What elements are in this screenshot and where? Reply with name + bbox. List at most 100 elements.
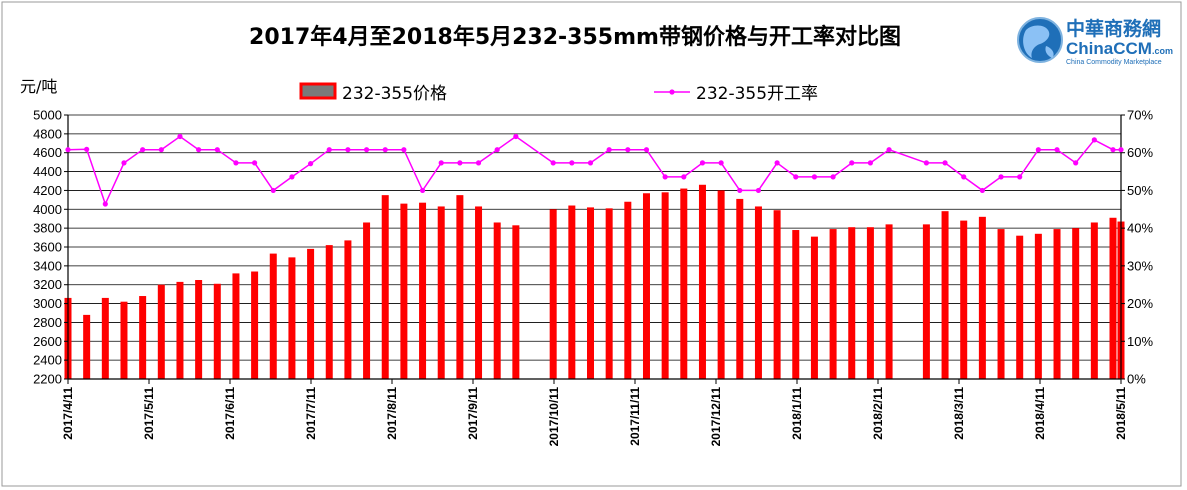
y-left-tick-label: 4400 [33,164,62,179]
x-tick-label: 2018/3/11 [952,387,966,440]
rate-point [140,147,146,153]
rate-point [550,160,556,166]
y-left-tick-label: 5000 [33,108,62,123]
rate-point [158,147,164,153]
x-tick-label: 2017/6/11 [223,387,237,440]
price-bar [922,224,930,379]
price-bar [232,273,240,379]
rate-point [662,174,668,180]
price-bar [754,206,762,379]
rate-point [625,147,631,153]
price-bar [941,211,949,379]
logo-name-cn: 中華商務網 [1066,17,1161,40]
rate-point [681,174,687,180]
y-left-tick-label: 4000 [33,202,62,217]
rate-point [755,187,762,194]
y-right-tick-label: 30% [1127,258,1153,273]
rate-point [737,187,743,194]
x-tick-label: 2018/2/11 [871,387,885,440]
rate-point [307,161,314,167]
rate-point [643,147,650,153]
x-tick-label: 2018/1/11 [790,387,804,440]
legend-label-price: 232-355价格 [342,84,447,104]
rate-point [177,133,183,140]
price-bar [978,216,986,379]
rate-point [699,160,706,166]
logo-name-en-main: ChinaCCM [1066,39,1152,58]
x-tick-label: 2017/12/11 [709,387,723,447]
y-left-tick-label: 2400 [33,353,62,368]
x-tick-label: 2017/4/11 [61,387,75,440]
x-tick-label: 2018/5/11 [1114,387,1128,440]
price-bar [624,201,632,379]
price-bar [437,206,445,379]
y-left-tick-label: 4600 [33,145,62,160]
rate-point [1017,174,1023,180]
chart-title: 2017年4月至2018年5月232-355mm带钢价格与开工率对比图 [249,24,901,50]
legend-marker-rate [669,89,675,95]
price-bar [307,248,315,379]
rate-point [1091,137,1097,143]
x-tick-label: 2017/11/11 [628,387,642,446]
rate-point [102,201,108,207]
price-bar [493,222,501,379]
chinaccm-logo: 中華商務網 ChinaCCM.com China Commodity Marke… [1017,17,1173,66]
rate-point [961,174,967,180]
y-left-tick-label: 2800 [33,315,62,330]
rate-point [979,187,985,194]
rate-line [65,133,1124,207]
rate-point [849,160,855,166]
y-left-tick-labels: 2200 2400 2600 2800 3000 3200 3400 3600 3800 4000… [33,108,62,387]
axes [64,114,1125,384]
rate-point [289,174,295,180]
rate-point [457,160,463,166]
price-bar [1053,229,1061,379]
rate-point [270,187,276,194]
price-bar [736,198,744,379]
x-tick-label: 2017/9/11 [466,387,480,440]
price-bar [363,222,371,379]
price-bar [997,229,1005,379]
rate-point [867,160,874,166]
price-bar [829,229,837,379]
y-right-tick-label: 60% [1127,145,1153,160]
y-right-tick-labels: 0% 10% 20% 30% 40% 50% 60% 70% [1127,108,1153,387]
rate-point [438,160,444,166]
rate-point [998,174,1004,180]
y-left-tick-label: 3200 [33,277,62,292]
y-right-tick-label: 40% [1127,221,1153,236]
y-right-tick-label: 20% [1127,296,1153,311]
y-right-tick-label: 0% [1127,372,1146,387]
rate-point [569,160,575,166]
legend-label-rate: 232-355开工率 [696,84,818,104]
price-bar [344,240,352,379]
legend-item-price: 232-355价格 [299,82,447,104]
y-right-tick-label: 70% [1127,108,1153,123]
rate-point [84,146,90,152]
y-left-tick-label: 4800 [33,126,62,141]
rate-point [1110,147,1116,153]
rate-point [587,160,594,166]
price-bar [213,283,221,379]
price-bar [325,245,333,379]
rate-point [252,160,258,166]
y-right-tick-label: 50% [1127,183,1153,198]
rate-point [1118,147,1124,153]
price-bar [288,257,296,379]
price-bar [176,281,184,379]
y-left-tick-label: 2600 [33,334,62,349]
x-tick-label: 2017/5/11 [142,387,156,440]
x-tick-labels: 2017/4/11 2017/5/11 2017/6/11 2017/7/11 2017… [61,387,1128,447]
y-left-unit: 元/吨 [20,77,57,96]
rate-point [923,160,929,166]
legend-item-rate: 232-355开工率 [654,84,818,104]
price-bar [661,192,669,379]
logo-domain-suffix: .com [1152,46,1173,56]
rate-point [606,147,612,153]
rate-point [793,174,799,180]
price-bar [120,301,128,379]
rate-point [1054,147,1060,153]
logo-tagline: China Commodity Marketplace [1066,59,1162,66]
price-bar [157,284,165,379]
